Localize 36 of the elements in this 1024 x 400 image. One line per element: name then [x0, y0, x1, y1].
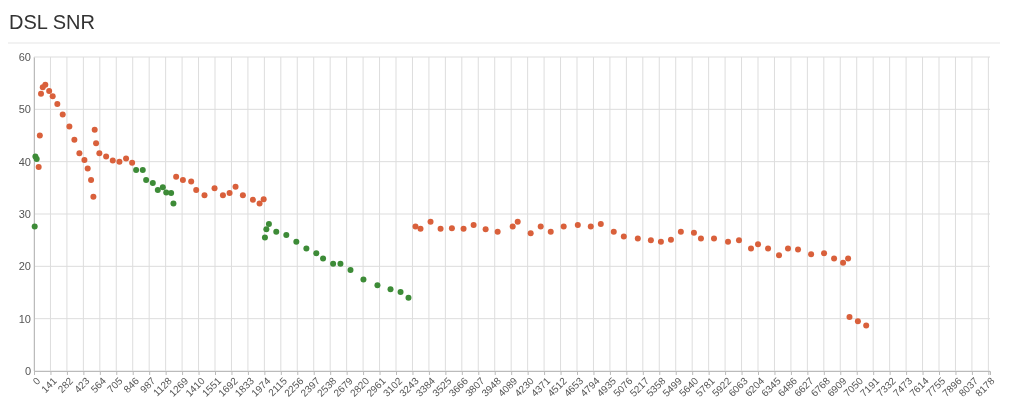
- y-tick-label: 60: [18, 51, 31, 64]
- x-tick-label: 423: [72, 374, 92, 395]
- point: [313, 250, 320, 257]
- point: [263, 226, 270, 233]
- point: [347, 267, 354, 273]
- point: [387, 286, 394, 293]
- point: [273, 228, 280, 235]
- point: [283, 231, 290, 238]
- point: [405, 294, 412, 301]
- point: [293, 238, 300, 245]
- point: [261, 234, 268, 241]
- point: [337, 260, 344, 267]
- point: [360, 276, 367, 283]
- point: [149, 180, 156, 187]
- y-tick-label: 20: [18, 260, 31, 273]
- point: [143, 176, 150, 183]
- point: [320, 255, 327, 262]
- point: [265, 220, 272, 227]
- y-tick-label: 40: [18, 155, 31, 168]
- point: [133, 167, 140, 174]
- point: [303, 245, 310, 252]
- y-tick-label: 50: [18, 103, 31, 116]
- point: [397, 288, 404, 295]
- y-tick-label: 30: [18, 208, 31, 221]
- x-tick-label: 0: [30, 374, 43, 387]
- y-tick-label: 10: [18, 312, 31, 325]
- point: [374, 282, 381, 289]
- point: [170, 200, 177, 207]
- y-tick-label: 0: [24, 365, 31, 378]
- point: [168, 190, 175, 197]
- point: [31, 223, 38, 230]
- point: [330, 260, 337, 267]
- chart-title: DSL SNR: [9, 11, 95, 33]
- point: [159, 184, 166, 191]
- point: [139, 167, 146, 174]
- point: [154, 186, 161, 193]
